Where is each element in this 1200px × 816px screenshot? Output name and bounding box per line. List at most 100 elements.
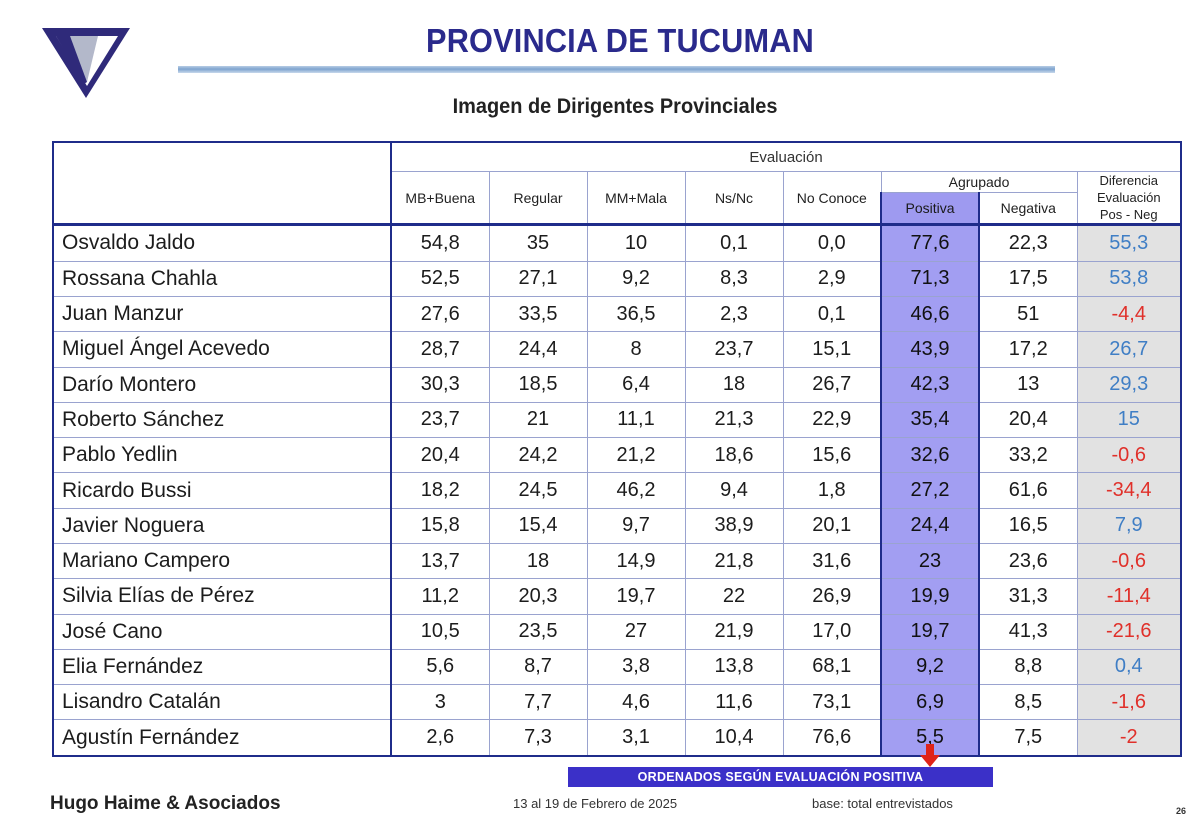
cell-positiva: 19,9 bbox=[880, 578, 980, 615]
leader-name: Juan Manzur bbox=[52, 295, 392, 333]
sort-note-banner: ORDENADOS SEGÚN EVALUACIÓN POSITIVA bbox=[568, 767, 993, 787]
cell-negativa: 31,3 bbox=[978, 578, 1078, 615]
leader-name: Ricardo Bussi bbox=[52, 472, 392, 509]
cell-mb-buena: 54,8 bbox=[390, 224, 490, 262]
table-row: Darío Montero 30,3 18,5 6,4 18 26,7 42,3 13 29,3 bbox=[52, 366, 1182, 403]
cell-mm-mala: 10 bbox=[586, 224, 686, 262]
cell-mm-mala: 9,7 bbox=[586, 507, 686, 544]
cell-mm-mala: 9,2 bbox=[586, 260, 686, 297]
cell-diferencia: -4,4 bbox=[1076, 295, 1182, 333]
col-header-no-conoce: No Conoce bbox=[782, 171, 882, 226]
cell-ns-nc: 18,6 bbox=[684, 437, 784, 474]
evaluacion-header: Evaluación bbox=[390, 141, 1182, 172]
table-row: Lisandro Catalán 3 7,7 4,6 11,6 73,1 6,9 8,5 -1,… bbox=[52, 684, 1182, 721]
leader-name: Rossana Chahla bbox=[52, 260, 392, 297]
leader-name: Elia Fernández bbox=[52, 648, 392, 686]
cell-mb-buena: 10,5 bbox=[390, 613, 490, 650]
cell-negativa: 22,3 bbox=[978, 224, 1078, 262]
table-row: Miguel Ángel Acevedo 28,7 24,4 8 23,7 15,1 43,… bbox=[52, 331, 1182, 368]
cell-diferencia: -34,4 bbox=[1076, 472, 1182, 509]
cell-positiva: 23 bbox=[880, 542, 980, 580]
cell-ns-nc: 10,4 bbox=[684, 719, 784, 757]
table-row: Pablo Yedlin 20,4 24,2 21,2 18,6 15,6 32,6 33,2… bbox=[52, 437, 1182, 474]
cell-negativa: 8,5 bbox=[978, 684, 1078, 721]
cell-no-conoce: 26,7 bbox=[782, 366, 882, 403]
cell-no-conoce: 76,6 bbox=[782, 719, 882, 757]
col-header-ns-nc: Ns/Nc bbox=[684, 171, 784, 226]
cell-positiva: 43,9 bbox=[880, 331, 980, 368]
cell-diferencia: 7,9 bbox=[1076, 507, 1182, 544]
cell-diferencia: -21,6 bbox=[1076, 613, 1182, 650]
footer-date: 13 al 19 de Febrero de 2025 bbox=[513, 796, 678, 811]
cell-no-conoce: 31,6 bbox=[782, 542, 882, 580]
leader-name: Mariano Campero bbox=[52, 542, 392, 580]
table-row: Mariano Campero 13,7 18 14,9 21,8 31,6 23 23,6-… bbox=[52, 542, 1182, 580]
leader-name: Pablo Yedlin bbox=[52, 437, 392, 474]
cell-regular: 7,3 bbox=[488, 719, 588, 757]
diferencia-line-2: Evaluación bbox=[1096, 190, 1161, 205]
cell-positiva: 27,2 bbox=[880, 472, 980, 509]
leaders-image-table: Evaluación MB+Buena Regular MM+Mala Ns/N… bbox=[52, 141, 1183, 757]
cell-mb-buena: 13,7 bbox=[390, 542, 490, 580]
cell-diferencia: -0,6 bbox=[1076, 542, 1182, 580]
cell-regular: 21 bbox=[488, 401, 588, 439]
cell-mm-mala: 8 bbox=[586, 331, 686, 368]
cell-mm-mala: 3,8 bbox=[586, 648, 686, 686]
cell-no-conoce: 17,0 bbox=[782, 613, 882, 650]
leader-name: Darío Montero bbox=[52, 366, 392, 403]
cell-regular: 8,7 bbox=[488, 648, 588, 686]
cell-no-conoce: 1,8 bbox=[782, 472, 882, 509]
page-subtitle: Imagen de Dirigentes Provinciales bbox=[452, 95, 778, 118]
cell-no-conoce: 2,9 bbox=[782, 260, 882, 297]
cell-mb-buena: 27,6 bbox=[390, 295, 490, 333]
cell-no-conoce: 73,1 bbox=[782, 684, 882, 721]
cell-negativa: 7,5 bbox=[978, 719, 1078, 757]
cell-positiva: 35,4 bbox=[880, 401, 980, 439]
cell-ns-nc: 23,7 bbox=[684, 331, 784, 368]
cell-no-conoce: 22,9 bbox=[782, 401, 882, 439]
cell-diferencia: -1,6 bbox=[1076, 684, 1182, 721]
footer-company: Hugo Haime & Asociados bbox=[50, 793, 281, 814]
cell-mb-buena: 5,6 bbox=[390, 648, 490, 686]
cell-negativa: 13 bbox=[978, 366, 1078, 403]
cell-mm-mala: 3,1 bbox=[586, 719, 686, 757]
table-row: Elia Fernández 5,6 8,7 3,8 13,8 68,1 9,2 8,8 0,4 bbox=[52, 648, 1182, 686]
page-title: PROVINCIA DE TUCUMAN bbox=[426, 22, 814, 59]
cell-mb-buena: 23,7 bbox=[390, 401, 490, 439]
cell-positiva: 9,2 bbox=[880, 648, 980, 686]
triangle-logo-icon bbox=[42, 28, 130, 98]
cell-no-conoce: 26,9 bbox=[782, 578, 882, 615]
leader-name: Miguel Ángel Acevedo bbox=[52, 331, 392, 368]
table-row: Roberto Sánchez 23,7 21 11,1 21,3 22,9 35,4 20,… bbox=[52, 401, 1182, 439]
cell-regular: 18 bbox=[488, 542, 588, 580]
cell-mm-mala: 11,1 bbox=[586, 401, 686, 439]
col-header-mb-buena: MB+Buena bbox=[390, 171, 490, 226]
cell-regular: 35 bbox=[488, 224, 588, 262]
cell-positiva: 71,3 bbox=[880, 260, 980, 297]
cell-diferencia: 53,8 bbox=[1076, 260, 1182, 297]
cell-regular: 15,4 bbox=[488, 507, 588, 544]
cell-regular: 24,5 bbox=[488, 472, 588, 509]
cell-regular: 20,3 bbox=[488, 578, 588, 615]
cell-no-conoce: 68,1 bbox=[782, 648, 882, 686]
cell-negativa: 23,6 bbox=[978, 542, 1078, 580]
cell-diferencia: -11,4 bbox=[1076, 578, 1182, 615]
cell-ns-nc: 2,3 bbox=[684, 295, 784, 333]
table-row: Ricardo Bussi 18,2 24,5 46,2 9,4 1,8 27,2 61,6-… bbox=[52, 472, 1182, 509]
cell-diferencia: 0,4 bbox=[1076, 648, 1182, 686]
col-header-diferencia: Diferencia Evaluación Pos - Neg bbox=[1076, 171, 1182, 226]
table-row: Rossana Chahla 52,5 27,1 9,2 8,3 2,9 71,3 17,5 5… bbox=[52, 260, 1182, 297]
cell-ns-nc: 22 bbox=[684, 578, 784, 615]
cell-diferencia: 26,7 bbox=[1076, 331, 1182, 368]
cell-positiva: 24,4 bbox=[880, 507, 980, 544]
cell-no-conoce: 0,0 bbox=[782, 224, 882, 262]
name-header-cell bbox=[52, 141, 392, 226]
agrupado-header: Agrupado bbox=[880, 171, 1078, 193]
table-row: Silvia Elías de Pérez 11,2 20,3 19,7 22 26,9 1… bbox=[52, 578, 1182, 615]
cell-mm-mala: 27 bbox=[586, 613, 686, 650]
table-row: Agustín Fernández 2,6 7,3 3,1 10,4 76,6 5,5 7,5… bbox=[52, 719, 1182, 757]
page-number: 26 bbox=[1176, 806, 1187, 816]
cell-mm-mala: 14,9 bbox=[586, 542, 686, 580]
cell-mm-mala: 46,2 bbox=[586, 472, 686, 509]
cell-diferencia: 29,3 bbox=[1076, 366, 1182, 403]
